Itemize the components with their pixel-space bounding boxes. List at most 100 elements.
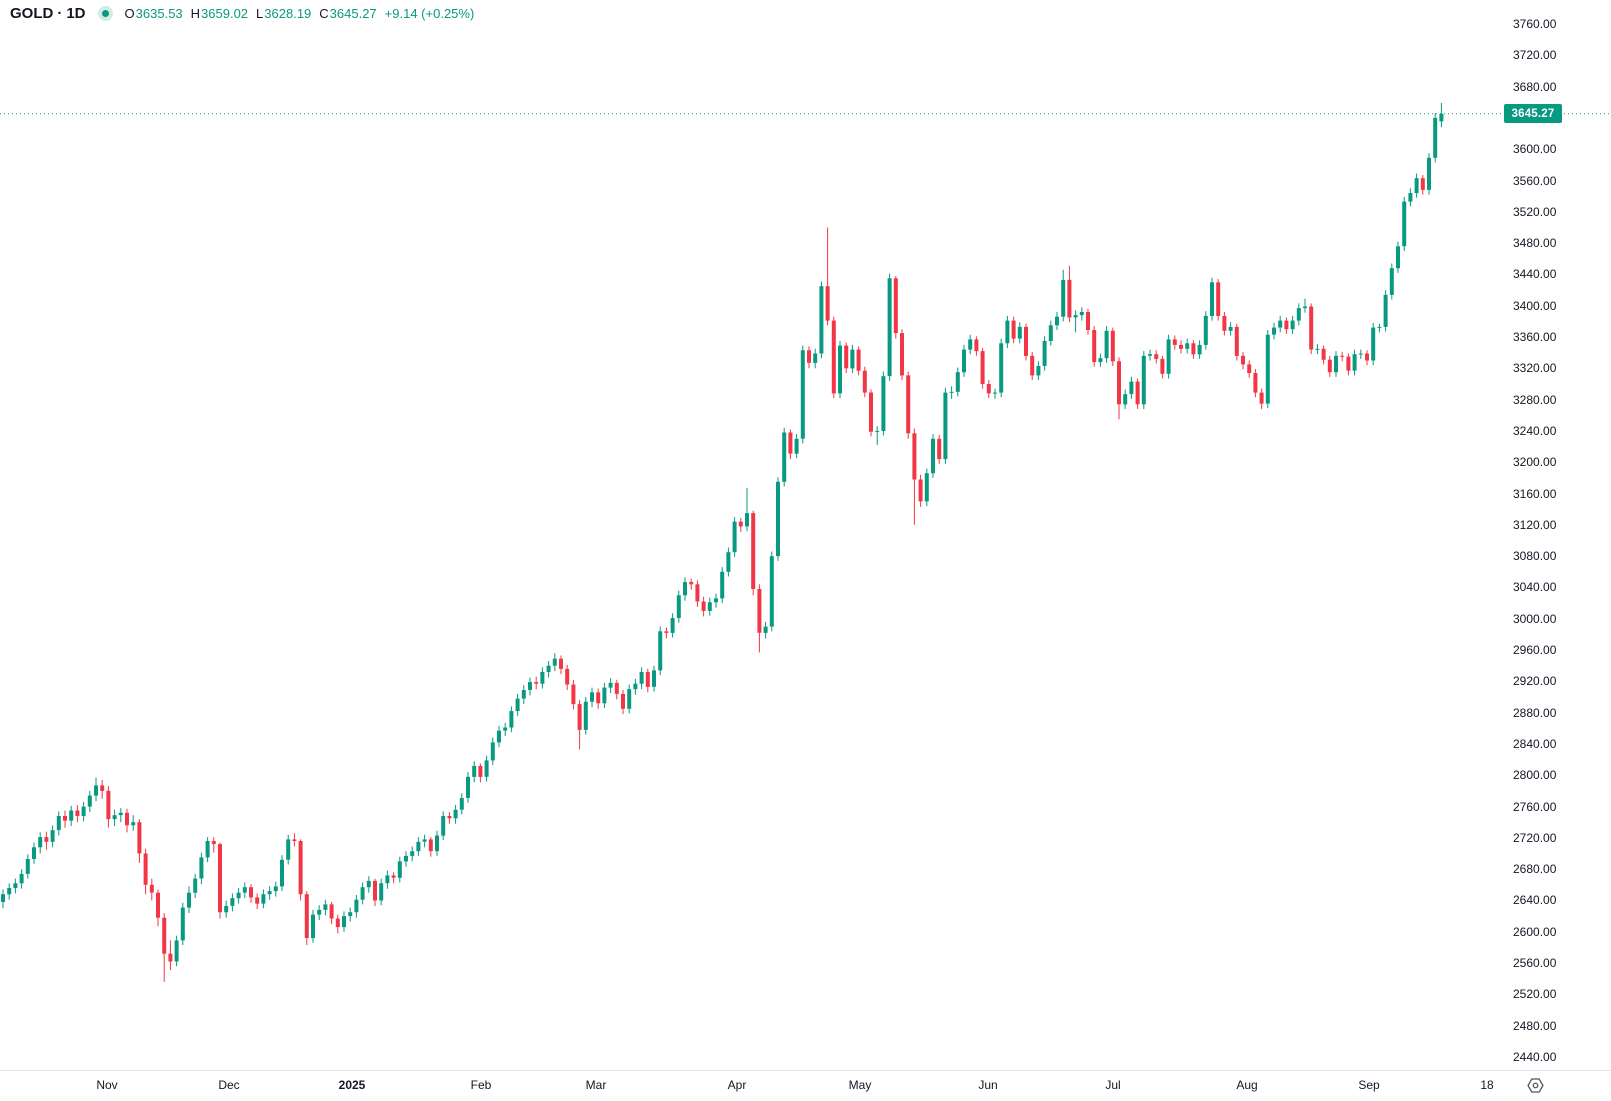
candle bbox=[342, 911, 346, 932]
candle bbox=[676, 590, 681, 623]
candle bbox=[937, 434, 942, 464]
candle bbox=[459, 793, 464, 815]
candle bbox=[385, 870, 390, 889]
candle bbox=[856, 346, 861, 376]
price-tick-label: 3440.00 bbox=[1513, 267, 1557, 281]
candle bbox=[199, 852, 204, 885]
candle bbox=[1284, 317, 1289, 334]
candle bbox=[435, 830, 439, 856]
candle bbox=[583, 697, 588, 735]
candle bbox=[1315, 344, 1320, 355]
candle bbox=[453, 805, 458, 824]
candle bbox=[534, 676, 539, 690]
market-status-dot bbox=[101, 10, 109, 17]
candle bbox=[1086, 308, 1090, 335]
candle bbox=[1247, 360, 1252, 378]
candle bbox=[1358, 349, 1363, 359]
price-tick-label: 2720.00 bbox=[1513, 831, 1557, 845]
candle bbox=[1135, 378, 1140, 409]
time-axis-label: Aug bbox=[1236, 1078, 1258, 1092]
candle bbox=[875, 426, 880, 445]
candle bbox=[652, 665, 656, 692]
candle bbox=[1042, 336, 1047, 371]
candle bbox=[1117, 357, 1121, 420]
candle bbox=[131, 815, 136, 831]
price-tick-label: 3720.00 bbox=[1513, 48, 1557, 62]
candle bbox=[211, 837, 216, 853]
price-tick-label: 2680.00 bbox=[1513, 862, 1557, 876]
symbol-title[interactable]: GOLD · 1D bbox=[10, 5, 86, 22]
candle bbox=[862, 366, 867, 398]
candle bbox=[286, 834, 291, 865]
candle bbox=[850, 344, 855, 373]
time-axis[interactable]: Nov Dec 2025 Feb Mar Apr May Jun Jul Aug Sep 18 bbox=[0, 1070, 1611, 1101]
candle bbox=[317, 905, 322, 920]
candle bbox=[689, 578, 694, 590]
candle bbox=[81, 801, 86, 822]
candle bbox=[224, 900, 229, 918]
candle bbox=[1172, 335, 1177, 350]
candle bbox=[1141, 351, 1146, 409]
candle bbox=[645, 668, 650, 693]
candle bbox=[242, 882, 247, 899]
candle bbox=[168, 940, 173, 971]
price-tick-label: 3560.00 bbox=[1513, 174, 1557, 188]
close-value: 3645.27 bbox=[329, 6, 377, 21]
symbol-name: GOLD bbox=[10, 5, 54, 22]
candle bbox=[416, 837, 421, 856]
candle bbox=[794, 434, 799, 459]
candle bbox=[118, 808, 123, 823]
price-tick-label: 2880.00 bbox=[1513, 706, 1557, 720]
candle bbox=[1377, 323, 1382, 333]
candle bbox=[404, 851, 408, 867]
candle bbox=[838, 340, 842, 399]
candle bbox=[1228, 322, 1233, 336]
change-value: +9.14 (+0.25%) bbox=[384, 6, 475, 21]
candle bbox=[205, 837, 210, 863]
candle bbox=[1098, 353, 1103, 367]
time-axis-label: Mar bbox=[585, 1078, 607, 1092]
candle bbox=[670, 613, 675, 638]
candle bbox=[1346, 353, 1351, 376]
candle bbox=[745, 488, 749, 532]
axis-settings-icon[interactable] bbox=[1527, 1077, 1544, 1094]
candle bbox=[924, 468, 929, 507]
candle bbox=[1253, 369, 1258, 398]
candle bbox=[887, 273, 892, 381]
market-status-icon[interactable] bbox=[97, 6, 113, 21]
candle bbox=[360, 882, 365, 905]
candle bbox=[490, 737, 495, 766]
candle bbox=[720, 567, 725, 604]
candle bbox=[949, 386, 954, 399]
candle bbox=[162, 913, 167, 982]
candle bbox=[590, 687, 594, 708]
candle bbox=[614, 679, 619, 700]
candle bbox=[1234, 323, 1239, 361]
candle bbox=[776, 477, 780, 561]
candle bbox=[819, 281, 824, 359]
candle bbox=[769, 551, 774, 632]
candle bbox=[701, 596, 706, 617]
candle bbox=[1179, 340, 1183, 354]
candlestick-chart[interactable] bbox=[0, 0, 1611, 1070]
ohlc-legend: O 3635.53 H 3659.02 L 3628.19 C 3645.27 +9.1… bbox=[125, 6, 475, 21]
candle bbox=[943, 387, 948, 464]
price-tick-label: 3520.00 bbox=[1513, 205, 1557, 219]
candle bbox=[813, 348, 818, 369]
price-axis[interactable]: 3760.00 3720.00 3680.00 3600.00 3560.00 3520.… bbox=[1503, 0, 1611, 1070]
candle bbox=[596, 688, 601, 709]
high-value: 3659.02 bbox=[201, 6, 249, 21]
price-tick-label: 3160.00 bbox=[1513, 487, 1557, 501]
price-tick-label: 2800.00 bbox=[1513, 768, 1557, 782]
candle bbox=[1191, 340, 1196, 359]
candle bbox=[881, 371, 886, 436]
candle bbox=[782, 427, 787, 487]
price-tick-label: 3280.00 bbox=[1513, 393, 1557, 407]
candle bbox=[1309, 303, 1314, 355]
candle bbox=[156, 889, 160, 927]
candle bbox=[366, 876, 371, 893]
candle bbox=[25, 854, 30, 879]
candle bbox=[106, 786, 111, 828]
candle bbox=[1067, 265, 1072, 323]
price-tick-label: 2480.00 bbox=[1513, 1019, 1557, 1033]
